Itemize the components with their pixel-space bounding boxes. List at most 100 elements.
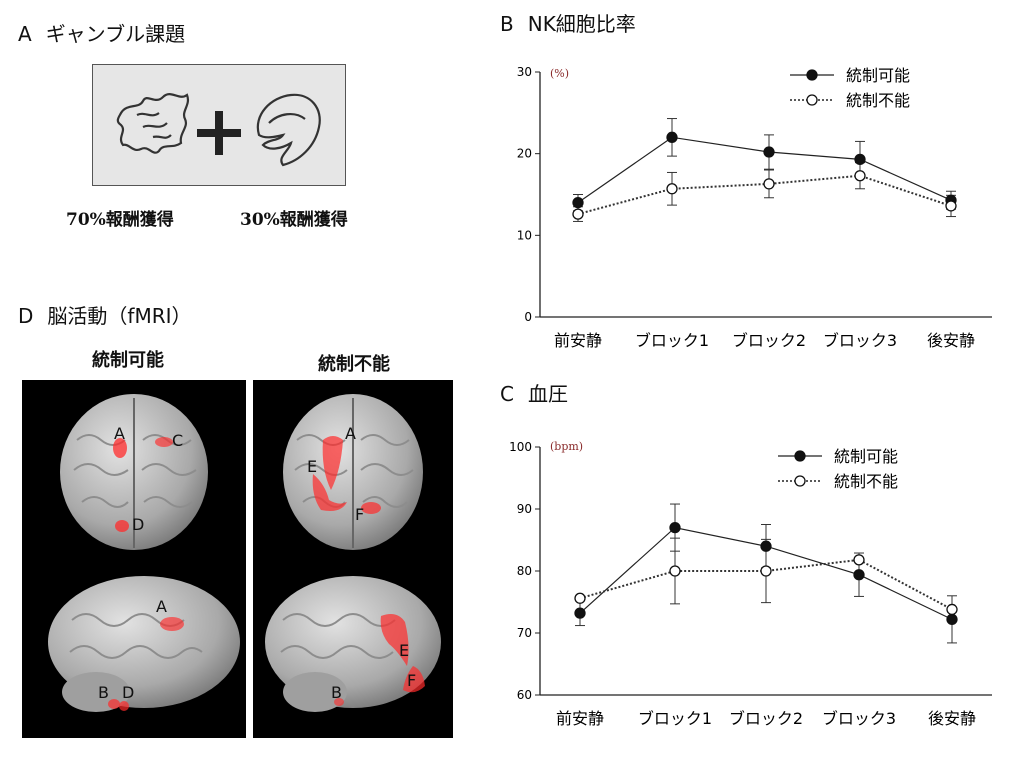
activation-e-side: [380, 614, 409, 666]
y-tick-label: 80: [517, 564, 532, 578]
data-point-uncontrollable: [574, 592, 586, 604]
gamble-stimulus: [116, 93, 321, 167]
legend-marker: [806, 69, 818, 81]
panel-d-title: D 脳活動（fMRI）: [18, 300, 192, 329]
panel-d-heading: 脳活動（fMRI）: [47, 304, 192, 328]
panel-a-letter: A: [18, 22, 32, 46]
data-point-uncontrollable: [945, 200, 957, 212]
activation-f-side: [403, 666, 425, 693]
activation-d: [115, 520, 129, 532]
activation-e: [312, 474, 347, 511]
activation-a: [322, 436, 343, 490]
region-label: E: [399, 641, 409, 660]
region-label: E: [307, 457, 317, 476]
x-tick-label: 前安静: [554, 331, 602, 350]
legend-marker: [806, 94, 818, 106]
data-point-controllable: [854, 153, 866, 166]
legend-label: 統制可能: [834, 447, 898, 466]
data-point-uncontrollable: [669, 565, 681, 577]
reward-30: 30%報酬獲得: [240, 210, 348, 230]
data-point-controllable: [572, 197, 584, 209]
y-tick-label: 30: [517, 65, 532, 79]
data-point-controllable: [946, 613, 958, 626]
x-tick-label: ブロック1: [638, 709, 712, 728]
data-point-controllable: [763, 146, 775, 158]
panel-c-heading: 血圧: [527, 382, 568, 406]
x-tick-label: 後安静: [928, 709, 976, 728]
data-point-uncontrollable: [854, 170, 866, 182]
activation-a: [113, 438, 127, 458]
panel-b-title: B NK細胞比率: [500, 8, 636, 37]
plus-sign-v: [215, 111, 223, 155]
left-figure: [116, 93, 189, 154]
x-tick-label: ブロック2: [732, 331, 806, 350]
y-unit-label: (%): [550, 67, 569, 80]
label-controllable: 統制可能: [92, 350, 164, 371]
panel-a-heading: ギャンブル課題: [45, 22, 186, 46]
label-uncontrollable: 統制不能: [318, 354, 390, 375]
data-point-controllable: [853, 569, 865, 581]
legend-label: 統制不能: [834, 472, 898, 491]
legend-label: 統制不能: [846, 91, 910, 110]
region-label: B: [331, 683, 342, 702]
data-point-uncontrollable: [853, 554, 865, 566]
right-figure: [256, 93, 321, 167]
activation-f: [361, 502, 381, 514]
cerebellum: [283, 672, 347, 712]
activation-c: [155, 437, 173, 447]
region-label: A: [345, 424, 356, 443]
panel-d-letter: D: [18, 304, 34, 328]
legend-marker: [794, 450, 806, 462]
y-tick-label: 0: [524, 310, 532, 324]
data-point-uncontrollable: [572, 208, 584, 220]
nk-cell-chart: (%) 0 10 20 30 前安静 ブロック1 ブロック2 ブロック3 後安静 統制可能統制…: [517, 65, 992, 350]
brain-gyri-side: [280, 613, 396, 659]
y-tick-label: 60: [517, 688, 532, 702]
activation-b-side: [108, 699, 120, 709]
x-tick-label: ブロック1: [635, 331, 709, 350]
y-tick-label: 10: [517, 228, 532, 242]
region-label: D: [122, 683, 134, 702]
data-point-controllable: [666, 131, 678, 143]
x-tick-label: ブロック3: [822, 709, 896, 728]
panel-b-letter: B: [500, 12, 514, 36]
region-label: A: [156, 597, 167, 616]
region-label: C: [172, 431, 183, 450]
region-label: A: [114, 424, 125, 443]
region-label: F: [407, 671, 416, 690]
region-label: D: [132, 515, 144, 534]
region-label: B: [98, 683, 109, 702]
series-line-uncontrollable: [577, 174, 952, 216]
data-point-uncontrollable: [763, 178, 775, 190]
activation-b-side: [334, 698, 344, 706]
panel-c-letter: C: [500, 382, 514, 406]
y-tick-label: 100: [509, 440, 532, 454]
x-tick-label: 前安静: [556, 709, 604, 728]
data-point-uncontrollable: [760, 565, 772, 577]
x-tick-label: ブロック2: [729, 709, 803, 728]
y-unit-label: (bpm): [550, 440, 583, 453]
legend-marker: [794, 475, 806, 487]
x-tick-label: ブロック3: [823, 331, 897, 350]
panel-c-title: C 血圧: [500, 378, 568, 407]
data-point-controllable: [760, 540, 772, 552]
panel-b-heading: NK細胞比率: [527, 12, 636, 36]
y-tick-label: 70: [517, 626, 532, 640]
region-label: F: [355, 505, 364, 524]
reward-70: 70%報酬獲得: [66, 210, 174, 230]
data-point-controllable: [574, 607, 586, 619]
data-point-uncontrollable: [946, 603, 958, 616]
activation-d-side: [119, 701, 129, 711]
data-point-controllable: [669, 521, 681, 534]
x-tick-label: 後安静: [927, 331, 975, 350]
gamble-stimulus-box: [92, 64, 346, 186]
brain-panel-uncontrollable: A E F E F B: [253, 380, 453, 738]
legend-label: 統制可能: [846, 66, 910, 85]
data-point-uncontrollable: [666, 183, 678, 195]
brain-panel-controllable: A C D A B D: [22, 380, 246, 738]
brain-gyri: [294, 434, 414, 508]
y-tick-label: 90: [517, 502, 532, 516]
activation-a-side: [160, 617, 184, 631]
panel-a-title: A ギャンブル課題: [18, 18, 185, 47]
